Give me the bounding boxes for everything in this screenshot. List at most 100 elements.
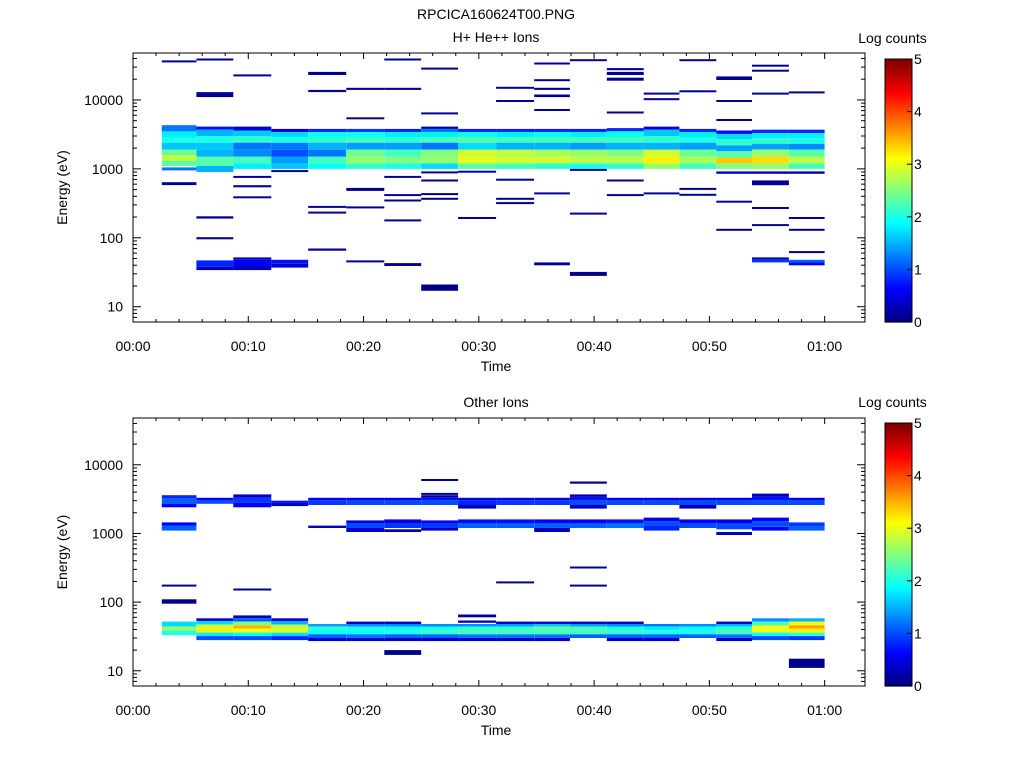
colorbar-step <box>885 567 912 571</box>
heatmap-cell <box>421 67 459 70</box>
heatmap-cell <box>421 630 459 635</box>
heatmap-cell <box>161 142 197 150</box>
colorbar-step <box>885 612 912 616</box>
heatmap-cell <box>233 625 272 629</box>
colorbar-step <box>885 480 912 485</box>
colorbar-step <box>885 77 912 81</box>
heatmap-cell <box>233 175 272 178</box>
heatmap-cell <box>569 630 607 635</box>
heatmap-cell <box>421 128 459 133</box>
colorbar-step <box>885 82 912 86</box>
colorbar-step <box>885 630 912 634</box>
heatmap-cell <box>534 630 570 635</box>
colorbar-step <box>885 425 912 429</box>
heatmap-cell <box>679 187 717 190</box>
heatmap-cell <box>384 128 422 133</box>
colorbar-step <box>885 206 912 210</box>
heatmap-cell <box>233 636 272 641</box>
heatmap-cell <box>752 621 789 626</box>
colorbar-step <box>885 488 912 492</box>
heatmap-cell <box>196 58 234 61</box>
heatmap-cell <box>161 525 197 531</box>
heatmap-cell <box>716 134 752 140</box>
heatmap-cell <box>534 163 570 169</box>
colorbar-tick-label: 3 <box>914 156 922 172</box>
heatmap-cell <box>458 170 497 173</box>
heatmap-cell <box>308 634 347 638</box>
heatmap-cell <box>788 217 825 219</box>
colorbar-step <box>885 193 912 197</box>
heatmap-cell <box>752 171 789 174</box>
colorbar-step <box>885 675 912 679</box>
heatmap-cell <box>534 149 570 157</box>
colorbar-step <box>885 300 912 305</box>
heatmap-cell <box>346 523 385 528</box>
heatmap-cell <box>679 128 717 133</box>
heatmap-cell <box>716 638 752 642</box>
heatmap-cell <box>384 175 422 178</box>
heatmap-cell <box>534 262 570 266</box>
heatmap-cell <box>534 192 570 195</box>
heatmap-cell <box>679 137 717 143</box>
colorbar-step <box>885 93 912 97</box>
heatmap-cell <box>752 69 789 72</box>
colorbar-step <box>885 525 912 529</box>
colorbar-step <box>885 457 912 461</box>
heatmap-cell <box>534 497 570 501</box>
heatmap-cell <box>308 630 347 635</box>
heatmap-cell <box>421 500 459 505</box>
colorbar-step <box>885 145 912 150</box>
heatmap-cell <box>458 630 497 635</box>
heatmap-cell <box>308 71 347 75</box>
heatmap-cell <box>233 136 272 143</box>
heatmap-cell <box>569 500 607 505</box>
heatmap-cell <box>308 525 347 528</box>
x-tick-label: 00:00 <box>115 702 150 718</box>
heatmap-cell <box>752 496 789 501</box>
heatmap-cell <box>384 634 422 638</box>
colorbar-step <box>885 486 912 490</box>
colorbar-step <box>885 609 912 613</box>
heatmap-cell <box>643 92 680 95</box>
heatmap-cell <box>421 112 459 115</box>
colorbar-step <box>885 224 912 228</box>
heatmap-cell <box>421 634 459 638</box>
colorbar-step <box>885 316 912 320</box>
heatmap-cell <box>643 497 680 501</box>
heatmap-cell <box>788 500 825 505</box>
heatmap-cell <box>788 526 825 531</box>
heatmap-cell <box>643 626 680 631</box>
heatmap-cell <box>384 621 422 624</box>
heatmap-cell <box>496 163 535 169</box>
x-tick-label: 00:50 <box>692 338 727 354</box>
heatmap-cell <box>752 493 789 497</box>
colorbar-step <box>885 591 912 595</box>
heatmap-cell <box>384 529 422 532</box>
heatmap-cell <box>496 500 535 505</box>
heatmap-cell <box>458 132 497 137</box>
colorbar-step <box>885 593 912 598</box>
colorbar-step <box>885 311 912 315</box>
colorbar-step <box>885 664 912 669</box>
heatmap-cell <box>346 163 385 169</box>
heatmap-cell <box>421 624 459 627</box>
colorbar-step <box>885 232 912 236</box>
heatmap-cell <box>421 179 459 182</box>
colorbar-step <box>885 596 912 600</box>
heatmap-cell <box>384 523 422 528</box>
heatmap-cell <box>308 163 347 169</box>
colorbar-step <box>885 483 912 487</box>
heatmap-cell <box>421 495 459 498</box>
heatmap-cell <box>308 89 347 93</box>
heatmap-cell <box>196 260 234 267</box>
heatmap-cell <box>534 634 570 638</box>
colorbar-step <box>885 298 912 302</box>
colorbar-step <box>885 114 912 118</box>
heatmap-cell <box>716 532 752 535</box>
heatmap-cell <box>679 193 717 196</box>
heatmap-cell <box>496 149 535 157</box>
heatmap-cell <box>788 133 825 138</box>
heatmap-cell <box>384 219 422 222</box>
y-tick-label: 1000 <box>92 161 123 177</box>
heatmap-cell <box>679 523 717 528</box>
